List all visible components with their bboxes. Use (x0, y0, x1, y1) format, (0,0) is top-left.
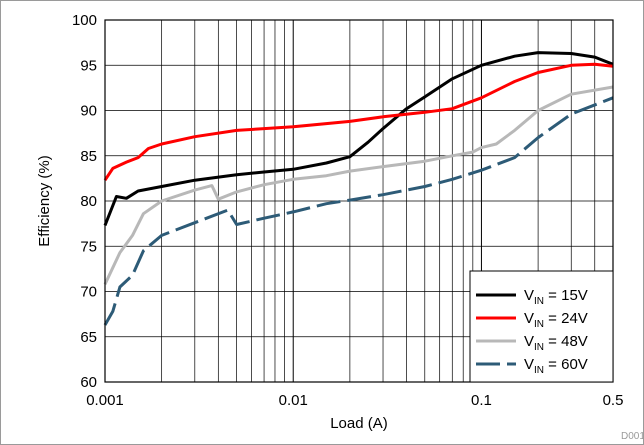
series-lines (103, 51, 614, 326)
x-tick-label: 0.1 (471, 392, 492, 409)
y-tick-label: 100 (72, 12, 97, 29)
plot-area-border (104, 19, 614, 383)
series-line (103, 62, 614, 182)
legend-label: VIN = 48V (524, 333, 588, 353)
legend-label: VIN = 60V (524, 356, 588, 376)
legend-label: VIN = 15V (524, 287, 588, 307)
x-tick-label: 0.5 (603, 392, 624, 409)
tick-labels: 60 65 70 75 80 85 90 95 100 0.001 0.01 0.1 0.5 (72, 12, 623, 409)
y-tick-label: 70 (80, 284, 97, 301)
y-tick-label: 65 (80, 329, 97, 346)
y-tick-label: 60 (80, 374, 97, 391)
y-tick-label: 85 (80, 148, 97, 165)
legend: VIN = 15V VIN = 24V VIN = 48V VIN = 60V (469, 270, 614, 383)
series-line (103, 85, 614, 285)
y-tick-label: 80 (80, 193, 97, 210)
y-tick-label: 75 (80, 238, 97, 255)
series-line (103, 96, 614, 326)
x-tick-label: 0.01 (279, 392, 308, 409)
figure-code: D001 (621, 431, 644, 442)
y-axis-label: Efficiency (%) (36, 155, 53, 246)
x-axis-label: Load (A) (330, 415, 388, 432)
x-tick-label: 0.001 (86, 392, 124, 409)
series-line (103, 51, 614, 226)
y-tick-label: 95 (80, 57, 97, 74)
y-tick-label: 90 (80, 103, 97, 120)
legend-label: VIN = 24V (524, 310, 588, 330)
